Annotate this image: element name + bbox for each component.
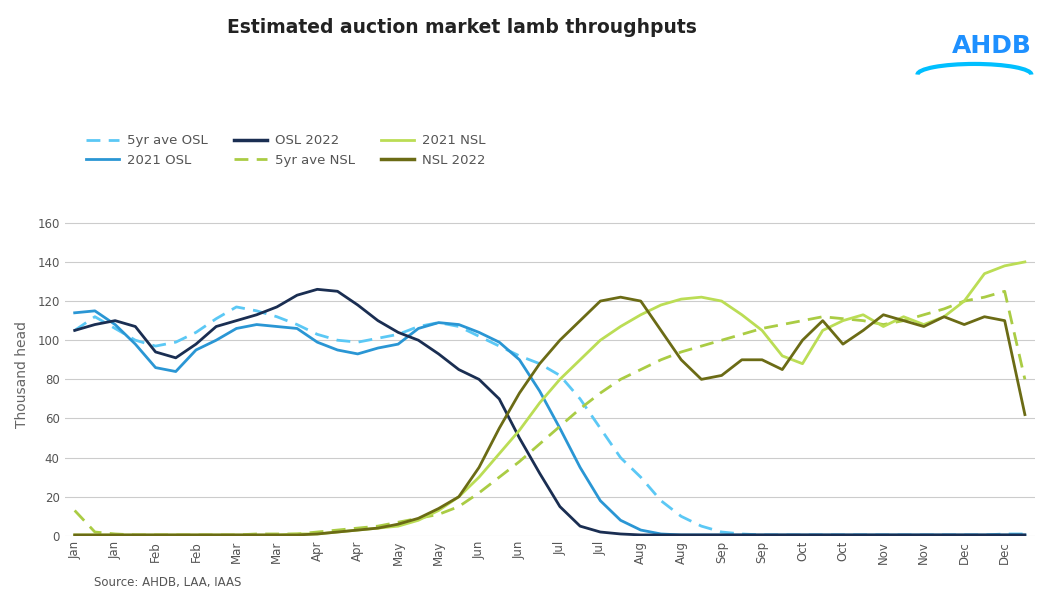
Text: AHDB: AHDB <box>951 34 1031 58</box>
Text: Estimated auction market lamb throughputs: Estimated auction market lamb throughput… <box>227 18 697 37</box>
Y-axis label: Thousand head: Thousand head <box>15 321 29 428</box>
Text: Source: AHDB, LAA, IAAS: Source: AHDB, LAA, IAAS <box>94 576 242 589</box>
Legend: 5yr ave OSL, 2021 OSL, OSL 2022, 5yr ave NSL, 2021 NSL, NSL 2022: 5yr ave OSL, 2021 OSL, OSL 2022, 5yr ave… <box>81 129 491 172</box>
